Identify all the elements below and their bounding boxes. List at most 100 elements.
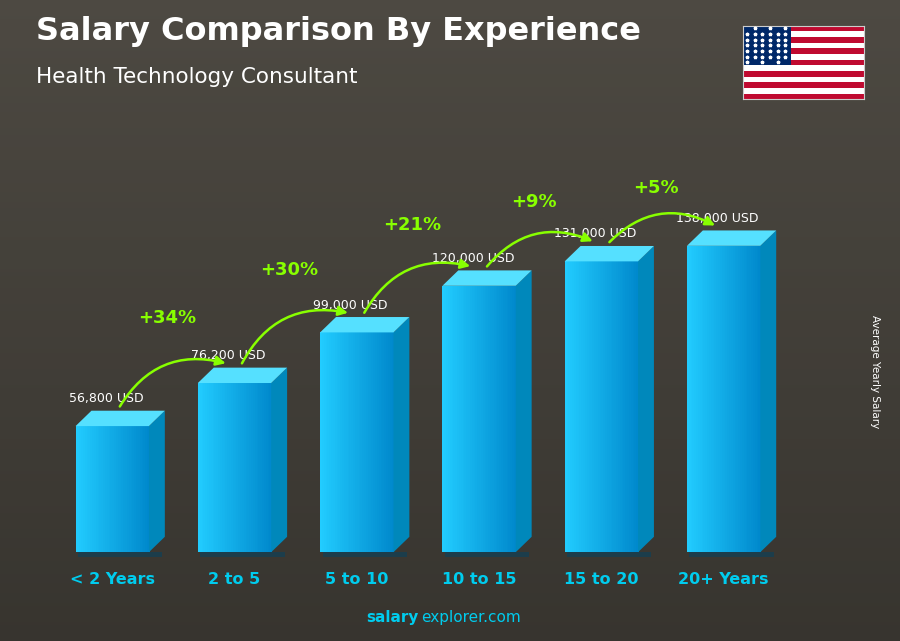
- Text: +30%: +30%: [260, 260, 319, 279]
- Bar: [492, 286, 494, 552]
- Text: 99,000 USD: 99,000 USD: [313, 299, 388, 312]
- Bar: [114, 426, 116, 552]
- Bar: [229, 383, 231, 552]
- Bar: [244, 383, 246, 552]
- Bar: [246, 383, 248, 552]
- Bar: [123, 426, 126, 552]
- Bar: [612, 262, 615, 552]
- Bar: [752, 246, 753, 552]
- Bar: [475, 286, 478, 552]
- Bar: [97, 426, 100, 552]
- Bar: [200, 383, 202, 552]
- Bar: [337, 333, 339, 552]
- Bar: [736, 246, 739, 552]
- Bar: [707, 246, 709, 552]
- Bar: [134, 426, 137, 552]
- Bar: [79, 426, 82, 552]
- Bar: [346, 333, 348, 552]
- Bar: [583, 262, 586, 552]
- Polygon shape: [445, 552, 529, 556]
- Bar: [384, 333, 387, 552]
- Bar: [501, 286, 503, 552]
- Bar: [488, 286, 490, 552]
- Bar: [742, 88, 864, 94]
- Bar: [322, 333, 324, 552]
- Bar: [445, 286, 446, 552]
- Bar: [375, 333, 378, 552]
- Bar: [755, 246, 757, 552]
- Bar: [390, 333, 392, 552]
- Bar: [743, 246, 746, 552]
- Text: 56,800 USD: 56,800 USD: [68, 392, 143, 405]
- Bar: [118, 426, 121, 552]
- Bar: [753, 246, 755, 552]
- Bar: [112, 426, 114, 552]
- Bar: [240, 383, 242, 552]
- Bar: [221, 383, 224, 552]
- Bar: [81, 426, 84, 552]
- Bar: [372, 333, 374, 552]
- Bar: [216, 383, 219, 552]
- Bar: [716, 246, 719, 552]
- Text: salary: salary: [366, 610, 418, 625]
- Bar: [702, 246, 704, 552]
- Bar: [466, 286, 469, 552]
- Bar: [578, 262, 580, 552]
- Bar: [722, 246, 725, 552]
- Bar: [464, 286, 467, 552]
- Polygon shape: [322, 552, 407, 556]
- Bar: [618, 262, 620, 552]
- Bar: [742, 60, 864, 65]
- Text: Health Technology Consultant: Health Technology Consultant: [36, 67, 357, 87]
- Bar: [610, 262, 613, 552]
- Bar: [130, 426, 133, 552]
- Bar: [711, 246, 713, 552]
- Bar: [140, 426, 142, 552]
- Bar: [326, 333, 328, 552]
- Bar: [473, 286, 476, 552]
- Bar: [92, 426, 94, 552]
- Bar: [459, 286, 462, 552]
- Bar: [603, 262, 606, 552]
- Bar: [205, 383, 208, 552]
- Bar: [266, 383, 268, 552]
- Bar: [368, 333, 370, 552]
- Bar: [477, 286, 480, 552]
- Bar: [138, 426, 140, 552]
- Bar: [601, 262, 604, 552]
- Bar: [481, 286, 483, 552]
- Text: 120,000 USD: 120,000 USD: [432, 252, 514, 265]
- Bar: [742, 26, 791, 65]
- Polygon shape: [148, 411, 165, 552]
- Bar: [141, 426, 144, 552]
- Bar: [494, 286, 496, 552]
- Text: explorer.com: explorer.com: [421, 610, 521, 625]
- Bar: [614, 262, 617, 552]
- Bar: [742, 246, 744, 552]
- Bar: [574, 262, 576, 552]
- Bar: [688, 246, 691, 552]
- Text: +9%: +9%: [511, 193, 557, 211]
- Bar: [512, 286, 515, 552]
- Text: +34%: +34%: [139, 310, 196, 328]
- Bar: [258, 383, 261, 552]
- Bar: [463, 286, 465, 552]
- Bar: [382, 333, 385, 552]
- Bar: [364, 333, 366, 552]
- Bar: [733, 246, 735, 552]
- Bar: [116, 426, 119, 552]
- Polygon shape: [516, 271, 532, 552]
- Bar: [202, 383, 204, 552]
- Polygon shape: [760, 231, 776, 552]
- Bar: [700, 246, 702, 552]
- Bar: [94, 426, 96, 552]
- Bar: [505, 286, 508, 552]
- Bar: [742, 82, 864, 88]
- Bar: [328, 333, 330, 552]
- Bar: [461, 286, 464, 552]
- Polygon shape: [689, 552, 774, 556]
- Bar: [358, 333, 361, 552]
- Bar: [696, 246, 698, 552]
- Bar: [233, 383, 235, 552]
- Bar: [214, 383, 217, 552]
